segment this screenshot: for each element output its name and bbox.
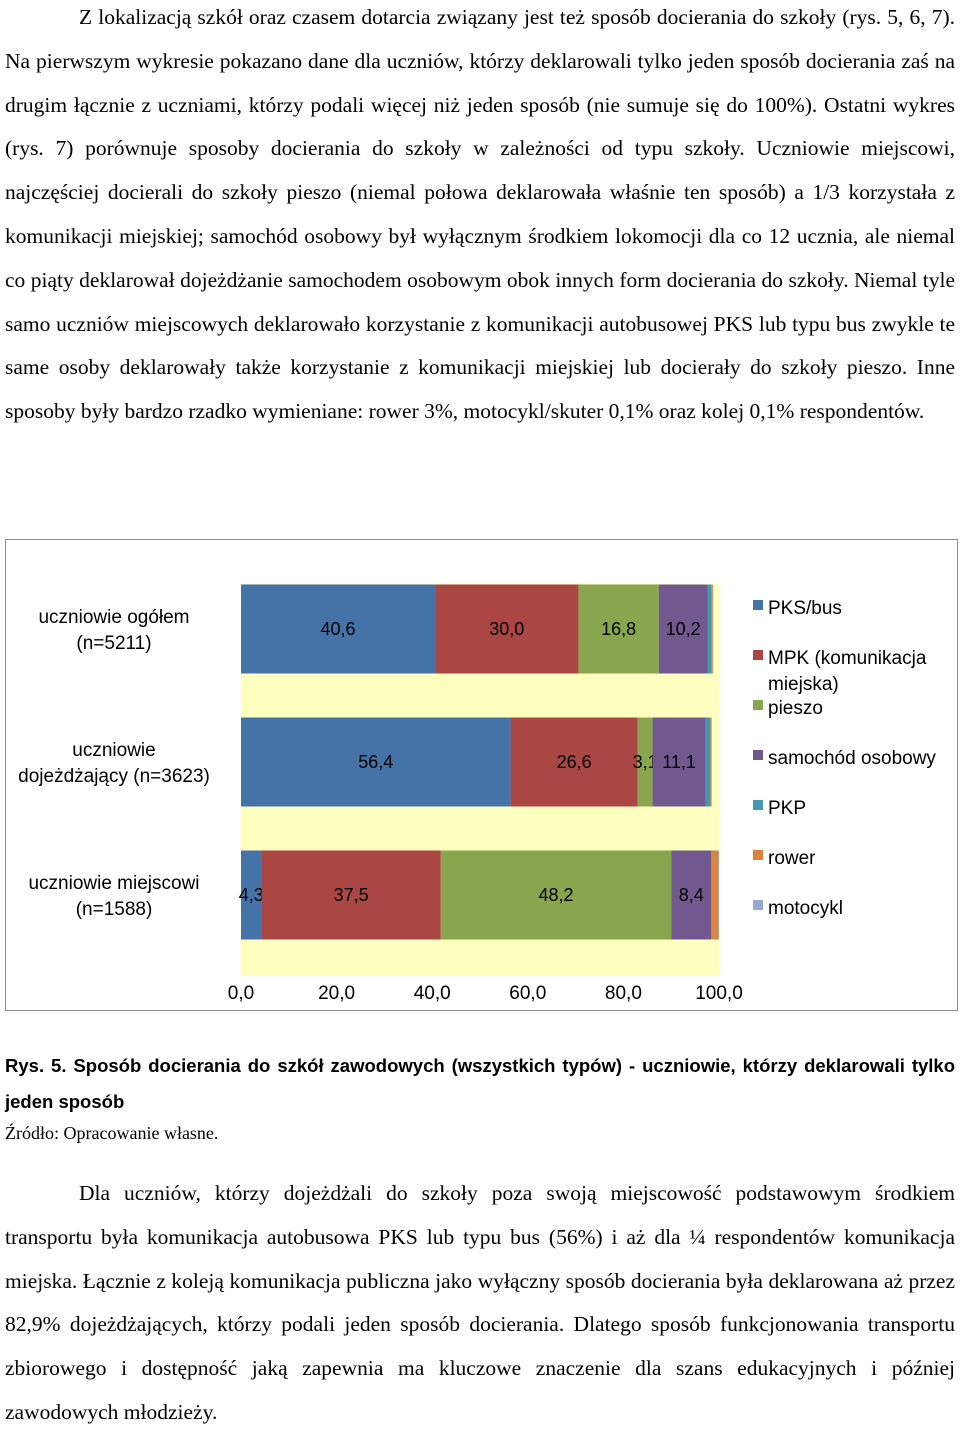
stacked-bar-chart: 40,6 30,0 16,8 10,2 uczniowie ogółem (n=5211)… xyxy=(6,540,956,1009)
x-tick-label: 20,0 xyxy=(318,983,355,1004)
data-label: 16,8 xyxy=(601,619,636,639)
bar-segment xyxy=(710,718,711,807)
legend-swatch xyxy=(753,900,763,910)
legend-label: PKS/bus xyxy=(768,598,842,619)
category-label: (n=5211) xyxy=(76,633,151,654)
category-label: uczniowie miejscowi xyxy=(28,873,199,894)
category-label: (n=1588) xyxy=(76,899,153,920)
data-label: 26,6 xyxy=(557,752,592,772)
figure-source: Źródło: Opracowanie własne. xyxy=(5,1123,218,1144)
legend-swatch xyxy=(753,700,763,710)
data-label: 11,1 xyxy=(662,752,696,772)
figure-caption-label: Rys. 5. xyxy=(5,1055,66,1076)
legend-swatch xyxy=(753,800,763,810)
legend-swatch xyxy=(753,600,763,610)
legend-label: motocykl xyxy=(768,898,843,919)
legend-swatch xyxy=(753,750,763,760)
data-label: 4,3 xyxy=(239,885,264,905)
bar-segment xyxy=(711,585,712,674)
bar-segment xyxy=(711,851,718,940)
x-tick-label: 60,0 xyxy=(509,983,546,1004)
data-label: 10,2 xyxy=(666,619,701,639)
bar-segment xyxy=(706,718,711,807)
category-label: uczniowie xyxy=(72,740,155,761)
paragraph-commuters: Dla uczniów, którzy dojeżdżali do szkoły… xyxy=(5,1172,955,1435)
chart-figure: 40,6 30,0 16,8 10,2 uczniowie ogółem (n=5211)… xyxy=(5,539,958,1011)
data-label: 30,0 xyxy=(489,619,524,639)
category-label: dojeżdżający (n=3623) xyxy=(18,766,210,787)
x-tick-label: 40,0 xyxy=(414,983,451,1004)
legend-label: samochód osobowy xyxy=(768,748,936,769)
paragraph-commuters-text: Dla uczniów, którzy dojeżdżali do szkoły… xyxy=(5,1172,955,1435)
data-label: 37,5 xyxy=(334,885,369,905)
figure-caption: Rys. 5. Sposób docierania do szkół zawod… xyxy=(5,1048,955,1120)
legend-label: rower xyxy=(768,848,816,869)
x-tick-label: 80,0 xyxy=(605,983,642,1004)
legend-label: PKP xyxy=(768,798,806,819)
data-label: 40,6 xyxy=(321,619,356,639)
data-label: 56,4 xyxy=(358,752,393,772)
data-label: 8,4 xyxy=(679,885,704,905)
category-label: uczniowie ogółem xyxy=(38,607,189,628)
bar-segment xyxy=(708,585,712,674)
x-tick-label: 0,0 xyxy=(228,983,254,1004)
paragraph-intro-text: Z lokalizacją szkół oraz czasem dotarcia… xyxy=(5,0,955,434)
legend-swatch xyxy=(753,850,763,860)
legend-label: pieszo xyxy=(768,698,823,719)
legend-label: MPK (komunikacja xyxy=(768,648,927,669)
data-label: 48,2 xyxy=(538,885,573,905)
legend-swatch xyxy=(753,650,763,660)
x-tick-label: 100,0 xyxy=(695,983,743,1004)
legend-label: miejska) xyxy=(768,674,839,695)
figure-caption-text: Sposób docierania do szkół zawodowych (w… xyxy=(5,1055,955,1112)
paragraph-intro: Z lokalizacją szkół oraz czasem dotarcia… xyxy=(5,0,955,434)
